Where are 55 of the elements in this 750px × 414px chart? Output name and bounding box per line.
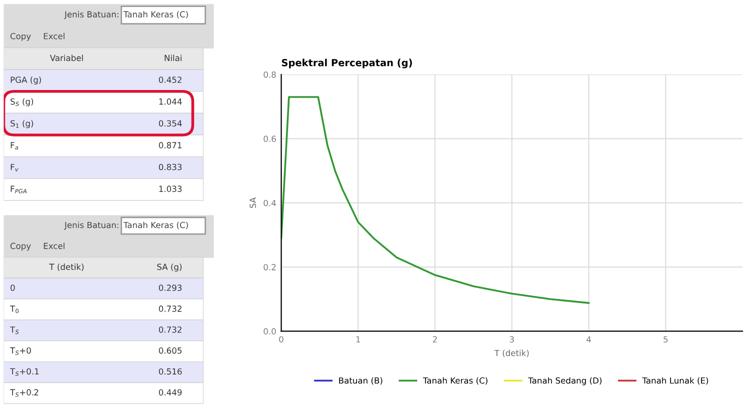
text: T$_{S}$ (10, 326, 19, 334)
line-series (281, 96, 590, 304)
y-tick-label: 0.6 (264, 136, 276, 142)
text: Copy (10, 242, 31, 251)
text: Excel (44, 32, 64, 40)
text: 0.452 (158, 76, 182, 83)
x-tick-label: 1 (356, 336, 360, 342)
text: F$_{v}$ (10, 164, 18, 172)
text: Tanah Keras (C) (123, 222, 188, 230)
text: 0.516 (158, 368, 182, 375)
text: T$_{S}$+0.1 (10, 368, 39, 376)
text: SA (g) (157, 264, 182, 272)
text: T$_{S}$+0 (10, 347, 31, 355)
text: 0.293 (158, 284, 182, 291)
text: 0.449 (158, 389, 182, 396)
text: PGA (g) (10, 76, 41, 85)
text: 0.871 (158, 142, 182, 148)
text: 0.732 (158, 326, 182, 333)
legend-label: Tanah Keras (C) (422, 377, 488, 385)
text: 0.605 (158, 347, 182, 354)
text: T (detik) (49, 264, 84, 271)
y-axis-title: SA (250, 197, 256, 208)
text: Jenis Batuan: (64, 222, 118, 230)
legend-label: Tanah Lunak (E) (642, 377, 708, 385)
text: 0.732 (158, 306, 182, 312)
x-tick-label: 2 (432, 336, 437, 342)
text: Excel (44, 242, 64, 250)
y-tick-label: 0.8 (264, 72, 276, 78)
text: 1.033 (159, 186, 182, 192)
x-tick-label: 0 (279, 336, 284, 343)
text: T$_{0}$ (10, 306, 19, 314)
x-tick-label: 4 (586, 336, 591, 342)
text: 0.354 (158, 120, 182, 127)
text: Jenis Batuan: (64, 11, 118, 20)
text: 0 (10, 284, 15, 291)
text: F$_{PGA}$ (10, 186, 27, 194)
y-tick-label: 0.4 (264, 200, 276, 206)
text: Tanah Keras (C) (123, 11, 188, 18)
x-tick-label: 5 (664, 336, 668, 343)
y-tick-label: 0.0 (264, 328, 276, 334)
text: S$_{1}$ (g) (10, 120, 34, 128)
legend-label: Batuan (B) (339, 377, 382, 385)
text: S$_{S}$ (g) (10, 98, 34, 106)
chart-title: Spektral Percepatan (g) (282, 58, 412, 68)
y-tick-label: 0.2 (264, 264, 276, 270)
text: Variabel (50, 54, 83, 62)
text: Copy (10, 32, 31, 41)
text: 1.044 (159, 98, 182, 105)
text: Nilai (164, 54, 182, 62)
text: 0.833 (158, 164, 182, 170)
text: T$_{S}$+0.2 (10, 389, 38, 397)
text: F$_{a}$ (10, 142, 18, 150)
legend-label: Tanah Sedang (D) (528, 377, 602, 386)
x-tick-label: 3 (510, 336, 514, 343)
x-axis-title: T (detik) (494, 350, 529, 358)
